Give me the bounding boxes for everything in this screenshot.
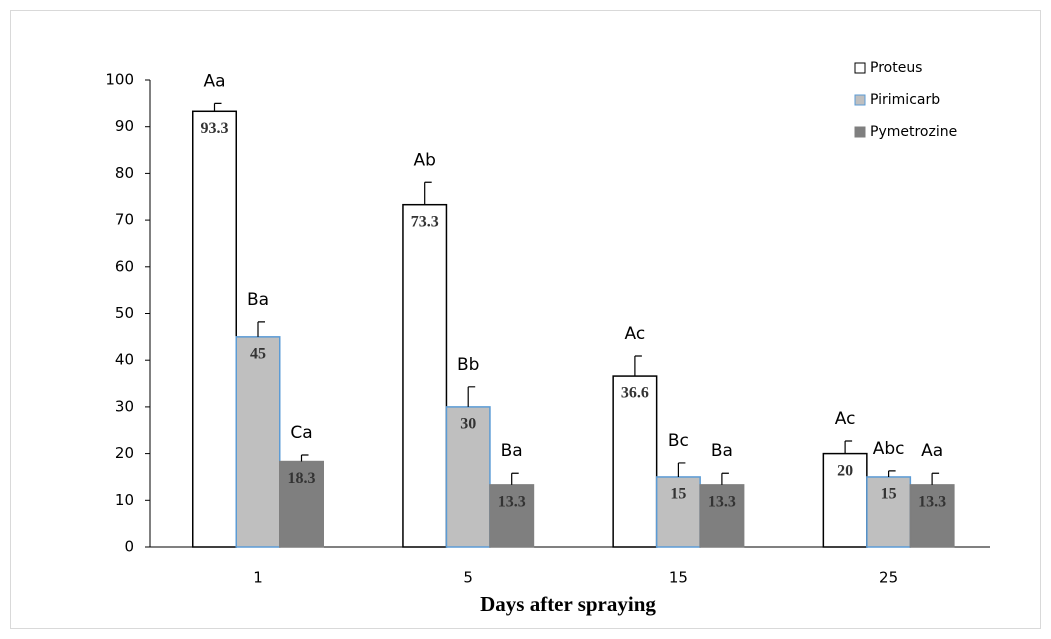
significance-label: Aa xyxy=(921,441,943,461)
y-tick-label: 50 xyxy=(115,304,134,322)
significance-label: Ab xyxy=(413,150,435,170)
error-bar xyxy=(888,470,896,477)
bar xyxy=(192,110,237,548)
legend-swatch xyxy=(854,62,866,74)
significance-label: Bc xyxy=(668,431,689,451)
bar xyxy=(866,476,912,548)
error-bar xyxy=(213,102,222,112)
value-label: 18.3 xyxy=(288,470,316,487)
bar xyxy=(445,406,491,548)
x-tick-label: 15 xyxy=(669,569,688,587)
bar xyxy=(699,484,745,548)
value-label: 73.3 xyxy=(411,213,439,230)
value-label: 13.3 xyxy=(708,494,736,511)
value-label: 13.3 xyxy=(498,494,526,511)
value-label: 45 xyxy=(250,346,266,363)
bar xyxy=(489,484,535,548)
legend-swatch xyxy=(854,94,866,106)
y-tick-label: 90 xyxy=(115,117,134,135)
error-bar xyxy=(931,472,940,485)
significance-label: Ba xyxy=(711,441,733,461)
bar xyxy=(235,336,281,548)
significance-label: Aa xyxy=(203,71,225,91)
significance-label: Ba xyxy=(247,290,269,310)
error-bar xyxy=(721,472,729,485)
bar xyxy=(612,375,658,548)
y-tick-label: 30 xyxy=(115,397,134,415)
error-bar xyxy=(677,462,686,477)
error-bar xyxy=(511,472,519,485)
significance-label: Ba xyxy=(501,441,523,461)
value-label: 15 xyxy=(881,486,897,503)
legend-label: Proteus xyxy=(870,60,922,76)
error-bar xyxy=(257,321,265,337)
significance-label: Ac xyxy=(625,324,646,344)
value-label: 30 xyxy=(460,416,476,433)
significance-label: Ac xyxy=(835,409,856,429)
legend-label: Pirimicarb xyxy=(870,92,940,108)
x-axis-title: Days after spraying xyxy=(480,592,656,616)
significance-label: Bb xyxy=(457,355,479,375)
x-tick-label: 25 xyxy=(879,569,898,587)
value-label: 15 xyxy=(670,486,686,503)
bar xyxy=(655,476,701,548)
chart-border xyxy=(10,10,1041,629)
y-tick-label: 60 xyxy=(115,257,134,275)
y-tick-label: 40 xyxy=(115,351,134,369)
error-bar xyxy=(300,454,309,462)
significance-label: Abc xyxy=(873,439,905,459)
error-bar xyxy=(844,440,853,454)
error-bar xyxy=(634,355,642,377)
y-tick-label: 70 xyxy=(115,211,134,229)
x-tick-label: 1 xyxy=(253,569,263,587)
significance-label: Ca xyxy=(290,423,312,443)
y-tick-label: 20 xyxy=(115,444,134,462)
value-label: 93.3 xyxy=(201,120,229,137)
y-tick-label: 80 xyxy=(115,164,134,182)
error-bar xyxy=(467,386,476,407)
y-tick-label: 10 xyxy=(115,491,134,509)
legend-swatch xyxy=(854,126,866,138)
bar xyxy=(909,484,955,548)
y-tick-label: 0 xyxy=(124,538,134,556)
error-bar xyxy=(424,181,432,205)
value-label: 20 xyxy=(837,462,853,479)
value-label: 13.3 xyxy=(918,494,946,511)
y-tick-label: 100 xyxy=(105,71,134,89)
bar xyxy=(402,203,448,548)
value-label: 36.6 xyxy=(621,385,649,402)
x-tick-label: 5 xyxy=(463,569,473,587)
legend-label: Pymetrozine xyxy=(870,124,957,140)
bar xyxy=(822,452,868,548)
